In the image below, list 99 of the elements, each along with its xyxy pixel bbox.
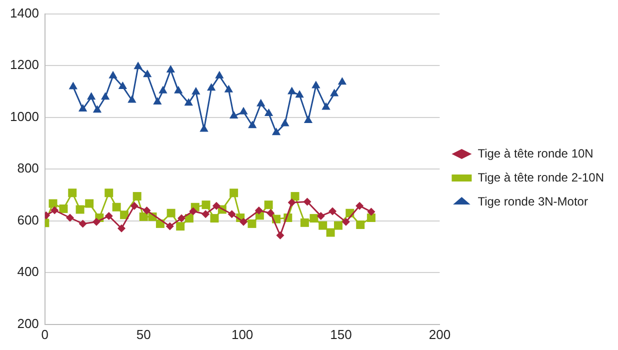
point — [202, 210, 210, 218]
point — [66, 214, 74, 222]
y-tick-label: 1000 — [10, 108, 39, 124]
point — [356, 202, 364, 210]
point — [128, 95, 136, 103]
point — [328, 207, 337, 216]
point — [334, 221, 342, 230]
point — [212, 202, 220, 210]
point — [78, 220, 87, 228]
x-tick-label: 150 — [330, 326, 352, 342]
point — [254, 206, 263, 215]
point — [230, 188, 238, 198]
legend-label: Tige à tête ronde 2-10N — [478, 170, 604, 184]
point — [68, 82, 78, 90]
point — [303, 198, 312, 206]
x-tick-label: 200 — [428, 326, 451, 342]
x-tick-label: 100 — [231, 326, 254, 342]
legend-label: Tige à tête ronde 10N — [478, 146, 594, 160]
point — [326, 228, 335, 237]
point — [153, 97, 162, 105]
point — [338, 77, 347, 85]
point — [178, 214, 186, 222]
point — [120, 210, 129, 220]
point — [50, 206, 59, 214]
point — [76, 205, 84, 214]
point — [272, 128, 281, 136]
point — [104, 212, 113, 220]
point — [330, 88, 339, 96]
point — [312, 80, 320, 88]
point — [108, 70, 118, 78]
point — [264, 200, 273, 210]
x-tick-label: 0 — [41, 326, 49, 342]
point — [248, 120, 257, 128]
point — [134, 62, 142, 70]
y-tick-label: 600 — [17, 212, 39, 228]
point — [239, 106, 248, 114]
point — [200, 124, 208, 132]
point — [366, 214, 376, 222]
point — [367, 208, 376, 216]
point — [78, 104, 88, 112]
point — [304, 115, 313, 123]
point — [215, 70, 224, 78]
point — [59, 204, 68, 213]
point — [322, 102, 330, 110]
point — [288, 198, 296, 206]
legend-label: Tige ronde 3N-Motor — [478, 194, 588, 208]
point — [224, 84, 234, 92]
point — [100, 92, 110, 100]
point — [316, 212, 325, 220]
point — [256, 98, 266, 106]
point — [248, 219, 256, 228]
point — [288, 86, 296, 94]
point — [139, 212, 148, 221]
point — [192, 86, 200, 94]
point — [229, 111, 238, 119]
point — [280, 118, 290, 126]
y-tick-label: 800 — [17, 160, 39, 176]
point — [290, 192, 300, 201]
x-tick-label: 50 — [136, 326, 151, 342]
point — [300, 218, 309, 227]
point — [166, 208, 176, 218]
point — [142, 206, 151, 215]
point — [132, 192, 142, 201]
point — [112, 202, 121, 212]
point — [342, 218, 350, 226]
y-tick-label: 400 — [17, 264, 39, 280]
point — [92, 218, 100, 226]
y-tick-label: 200 — [17, 316, 39, 331]
point — [239, 218, 248, 226]
point — [206, 83, 216, 91]
point — [86, 92, 96, 100]
y-tick-label: 1400 — [10, 5, 39, 20]
point — [210, 214, 219, 223]
point — [184, 98, 193, 106]
point — [68, 188, 77, 198]
point — [143, 70, 152, 78]
point — [295, 90, 304, 98]
point — [266, 209, 275, 218]
point — [166, 222, 174, 230]
point — [318, 221, 328, 230]
point — [189, 207, 198, 216]
point — [118, 224, 126, 232]
point — [166, 64, 175, 72]
point — [202, 200, 210, 210]
point — [310, 214, 318, 223]
point — [174, 86, 183, 94]
point — [48, 199, 58, 208]
point — [104, 188, 114, 198]
y-tick-label: 1200 — [10, 57, 39, 72]
point — [85, 199, 94, 208]
point — [118, 82, 128, 90]
point — [228, 210, 236, 218]
point — [264, 108, 274, 116]
point — [130, 202, 138, 210]
point — [158, 86, 168, 94]
point — [276, 231, 284, 240]
point — [356, 220, 365, 229]
point — [92, 105, 102, 113]
point — [176, 222, 185, 231]
